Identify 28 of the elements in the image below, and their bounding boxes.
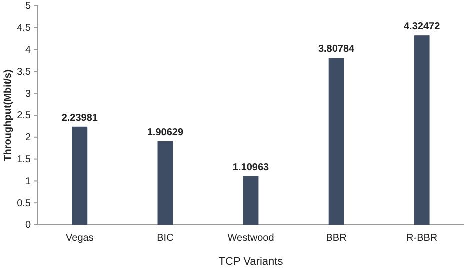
data-label: 1.10963 <box>232 162 270 174</box>
y-tick-label: 1.5 <box>17 154 32 166</box>
y-tick-label: 0.5 <box>17 198 32 210</box>
data-label: 2.23981 <box>62 112 98 124</box>
y-tick-label: 2 <box>25 132 32 144</box>
y-axis-title: Throughput(Mbit/s) <box>3 70 14 162</box>
bar <box>158 142 174 225</box>
y-tick-label: 5 <box>25 1 32 12</box>
x-tick-label: Westwood <box>228 233 274 244</box>
x-tick-label: BIC <box>157 233 174 244</box>
data-label: 3.80784 <box>318 44 356 56</box>
data-label: 4.32472 <box>404 22 441 33</box>
x-tick-label: Vegas <box>66 233 94 244</box>
y-tick-label: 3.5 <box>17 66 32 78</box>
y-tick-label: 4.5 <box>17 23 32 34</box>
x-axis-title: TCP Variants <box>218 256 284 268</box>
y-tick-label: 1 <box>25 176 32 188</box>
x-tick-label: R-BBR <box>406 233 438 244</box>
bar <box>328 58 344 225</box>
bar <box>72 126 88 225</box>
y-tick-label: 4 <box>25 45 32 56</box>
y-tick-label: 2.5 <box>17 110 32 122</box>
bar <box>414 36 430 225</box>
bar <box>243 176 259 225</box>
x-tick-label: BBR <box>326 233 347 244</box>
y-tick-label: 0 <box>25 220 32 232</box>
y-tick-label: 3 <box>25 88 32 100</box>
data-label: 1.90629 <box>147 128 184 139</box>
